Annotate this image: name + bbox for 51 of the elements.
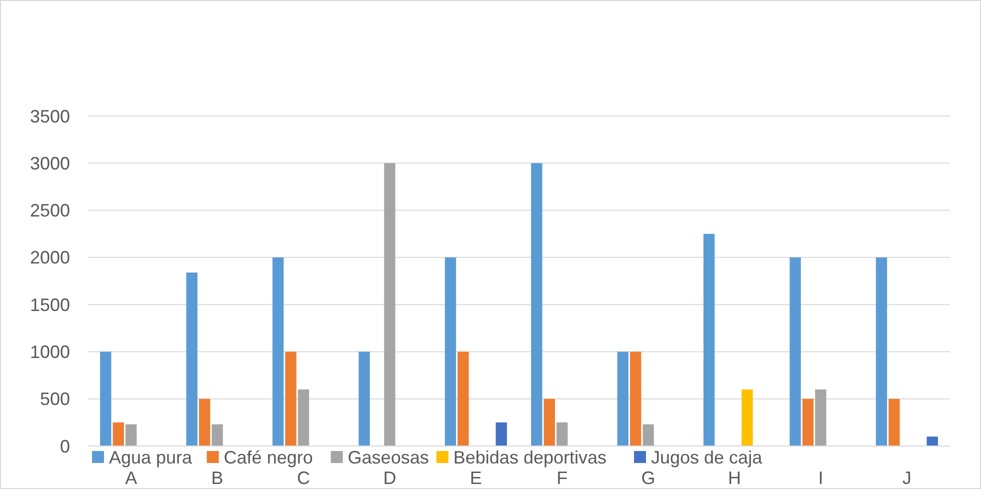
bar <box>556 422 568 446</box>
legend-label: Gaseosas <box>348 447 429 468</box>
bar <box>742 389 753 446</box>
x-tick-label: I <box>818 468 824 488</box>
bar <box>888 398 900 446</box>
bar <box>617 352 628 446</box>
x-tick-label: F <box>556 468 568 488</box>
y-tick-label: 0 <box>60 436 70 456</box>
bar <box>815 389 826 446</box>
bar <box>444 257 456 446</box>
bar <box>496 422 507 446</box>
bar <box>531 163 542 446</box>
x-tick-label: G <box>641 468 656 488</box>
bar <box>358 352 370 446</box>
x-tick-label: D <box>383 468 396 488</box>
bar <box>298 389 310 446</box>
bar <box>630 352 642 446</box>
bar <box>212 424 223 446</box>
x-tick-label: J <box>902 468 912 488</box>
x-tick-label: A <box>125 468 138 488</box>
bar <box>926 436 938 446</box>
bar <box>802 398 814 446</box>
bar <box>285 352 296 446</box>
legend-label: Bebidas deportivas <box>453 447 607 468</box>
bar <box>186 272 198 446</box>
x-tick-label: H <box>728 468 741 488</box>
y-tick-label: 1500 <box>30 294 70 315</box>
legend-label: Café negro <box>224 447 313 468</box>
y-tick-label: 2000 <box>30 248 70 268</box>
bar <box>458 352 469 446</box>
y-tick-label: 500 <box>40 389 70 410</box>
bar <box>198 398 210 446</box>
bar <box>126 424 137 446</box>
bar <box>790 257 801 446</box>
y-tick-label: 3000 <box>30 153 70 174</box>
y-tick-label: 3500 <box>30 106 70 126</box>
y-tick-label: 1000 <box>30 342 70 362</box>
bar <box>100 352 112 446</box>
bar <box>642 424 654 446</box>
y-tick-label: 2500 <box>30 200 70 221</box>
bar <box>272 257 284 446</box>
x-tick-label: E <box>470 468 482 488</box>
bar <box>703 234 715 446</box>
legend-label: Agua pura <box>109 447 194 468</box>
bar <box>112 422 124 446</box>
bar <box>876 257 888 446</box>
bar <box>544 398 555 446</box>
bar <box>384 163 396 446</box>
x-tick-label: C <box>297 468 310 488</box>
x-tick-label: B <box>211 468 224 488</box>
legend-label: Jugos de caja <box>651 447 764 468</box>
